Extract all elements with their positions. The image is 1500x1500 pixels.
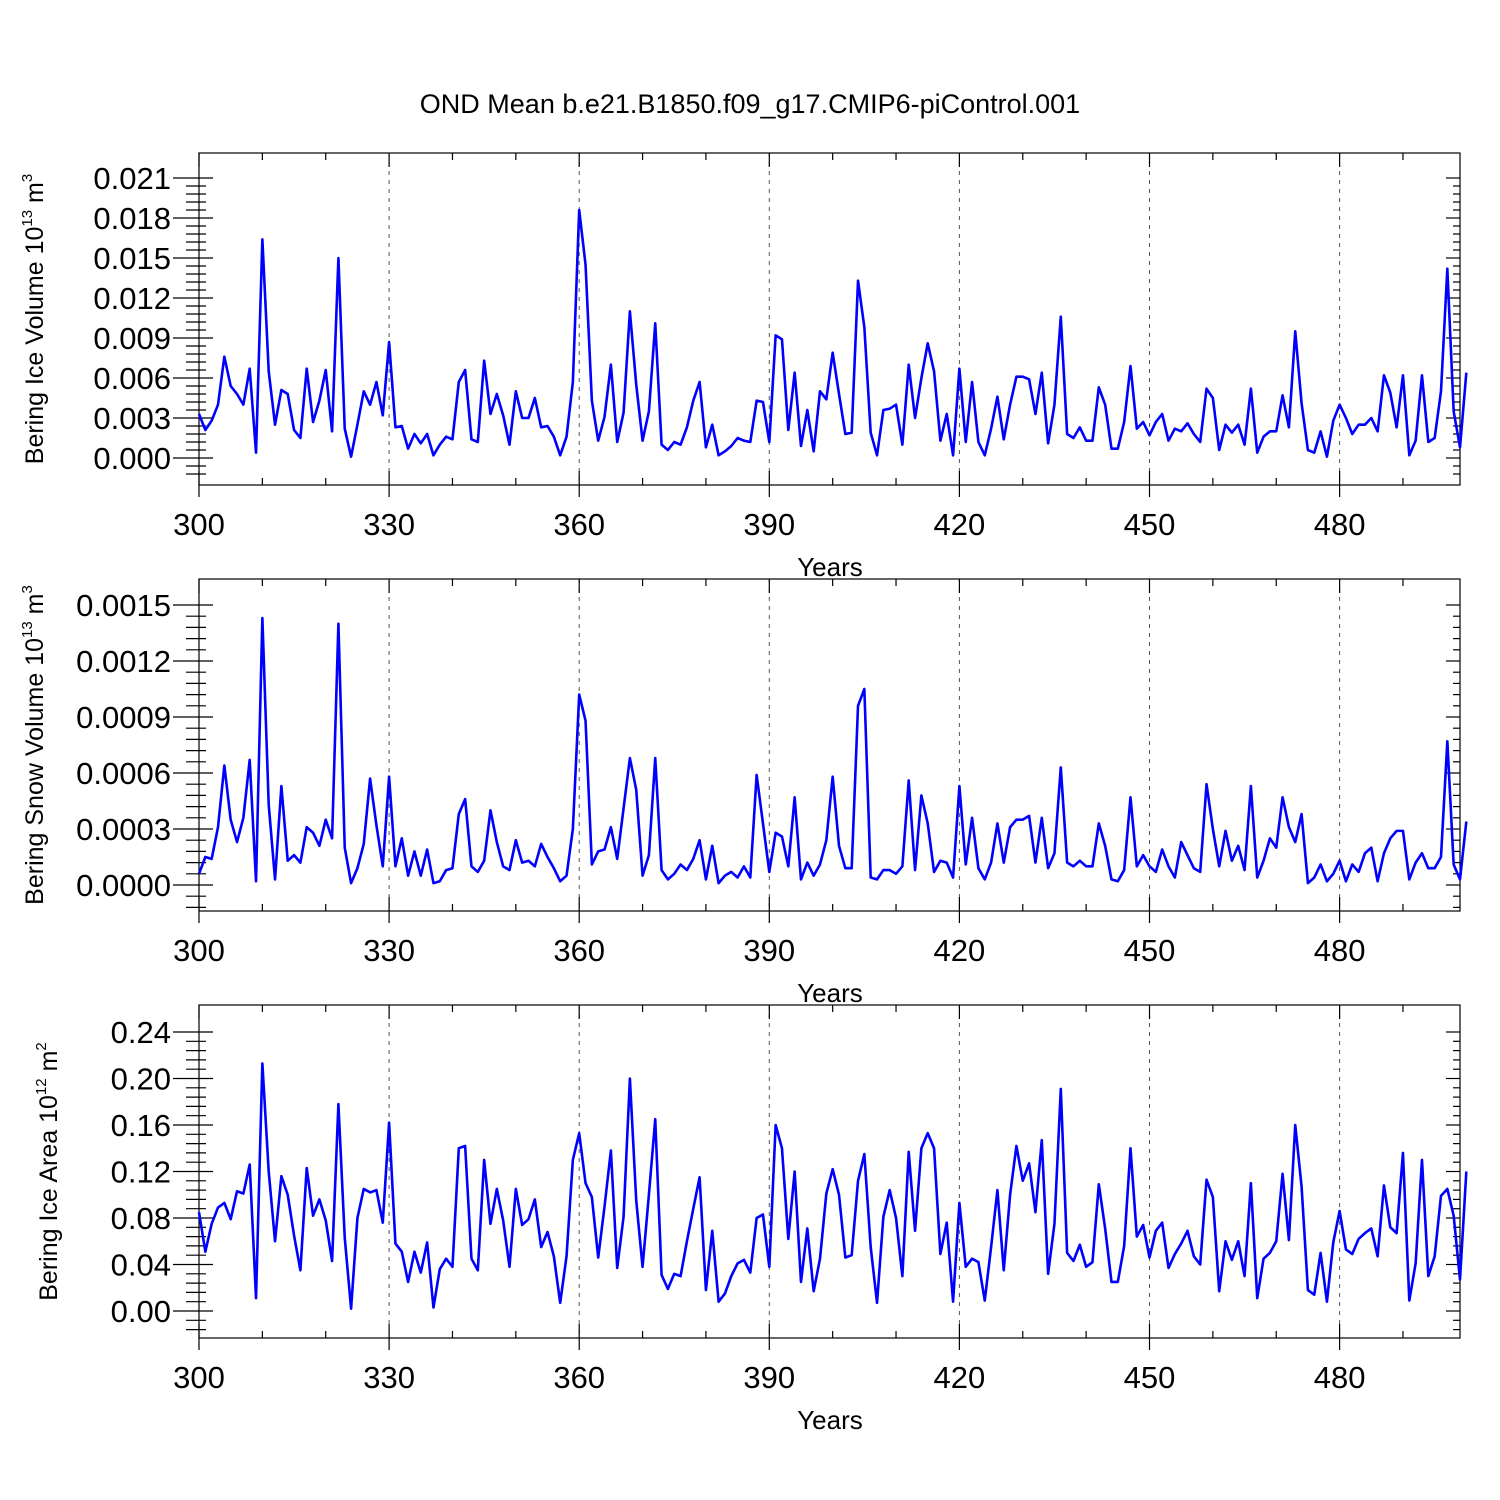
ice-volume-line (197, 208, 1468, 458)
x-tick-label: 390 (743, 507, 795, 542)
y-tick-labels: 0.0000 0.0003 0.0006 0.0009 0.0012 0.0015 (76, 588, 171, 903)
y-tick-label: 0.006 (93, 361, 171, 396)
y-axis-title-main: Bering Ice Volume 10 (21, 227, 49, 465)
panel-ice-area: 300 330 360 390 420 450 480 0.000.040.080.120.… (33, 1004, 1468, 1435)
y-tick-label: 0.003 (93, 401, 171, 436)
x-tick-label: 330 (363, 1360, 415, 1395)
y-tick-label: 0.20 (111, 1062, 171, 1097)
y-tick-label: 0.24 (111, 1015, 171, 1050)
y-tick-label: 0.0000 (76, 868, 171, 903)
y-tick-label: 0.009 (93, 321, 171, 356)
x-tick-label: 330 (363, 933, 415, 968)
y-axis-title: Bering Snow Volume 1013 m3 (19, 585, 49, 905)
y-axis-title-unit: m (35, 1051, 63, 1079)
y-tick-label: 0.16 (111, 1108, 171, 1143)
x-tick-label: 300 (173, 507, 225, 542)
y-axis-title-exp: 12 (33, 1078, 50, 1095)
x-tick-label: 300 (173, 1360, 225, 1395)
y-axis-title-main: Bering Snow Volume 10 (21, 638, 49, 905)
y-axis-title-unit: m (21, 182, 49, 210)
y-tick-label: 0.0006 (76, 756, 171, 791)
y-axis-title-main: Bering Ice Area 10 (35, 1095, 63, 1301)
y-tick-label: 0.0003 (76, 812, 171, 847)
x-tick-label: 480 (1314, 507, 1366, 542)
y-tick-label: 0.012 (93, 281, 171, 316)
snow-volume-line (197, 616, 1468, 885)
ice-area-line (197, 1062, 1468, 1310)
x-gridlines (388, 153, 1341, 485)
plot-frame (198, 578, 1461, 912)
x-gridlines (388, 579, 1341, 911)
y-axis-title-unit-exp: 3 (19, 174, 36, 182)
x-tick-label: 480 (1314, 1360, 1366, 1395)
x-tick-label: 300 (173, 933, 225, 968)
x-tick-label: 420 (934, 1360, 986, 1395)
axis-ticks (173, 1005, 1460, 1350)
y-tick-label: 0.018 (93, 201, 171, 236)
x-tick-label: 360 (553, 933, 605, 968)
x-tick-label: 450 (1124, 933, 1176, 968)
y-tick-label: 0.12 (111, 1155, 171, 1190)
x-tick-label: 450 (1124, 1360, 1176, 1395)
y-tick-label: 0.015 (93, 241, 171, 276)
y-tick-labels: 0.000 0.003 0.006 0.009 0.012 0.015 0.018 0.021 (93, 161, 171, 476)
x-axis-title: Years (797, 978, 863, 1008)
y-axis-title-exp: 13 (19, 210, 36, 227)
y-tick-label: 0.04 (111, 1248, 171, 1283)
x-tick-label: 480 (1314, 933, 1366, 968)
y-axis-title-unit-exp: 3 (19, 585, 36, 593)
y-tick-label: 0.000 (93, 441, 171, 476)
x-tick-label: 420 (934, 507, 986, 542)
x-gridlines (388, 1005, 1341, 1338)
figure-title: OND Mean b.e21.B1850.f09_g17.CMIP6-piCon… (420, 89, 1080, 119)
x-tick-labels: 300 330 360 390 420 450 480 (173, 507, 1365, 542)
axis-ticks (173, 153, 1460, 497)
x-tick-label: 360 (553, 1360, 605, 1395)
x-tick-label: 450 (1124, 507, 1176, 542)
y-axis-title: Bering Ice Area 1012 m2 (33, 1042, 63, 1301)
y-tick-label: 0.021 (93, 161, 171, 196)
x-axis-title: Years (797, 1405, 863, 1435)
x-tick-label: 420 (934, 933, 986, 968)
x-tick-label: 390 (743, 1360, 795, 1395)
panel-snow-volume: 300 330 360 390 420 450 480 0.0000 0.0003 0.0006… (19, 578, 1468, 1008)
y-tick-labels: 0.00 0.04 0.08 0.12 0.16 0.20 0.24 (111, 1015, 171, 1329)
y-tick-label: 0.08 (111, 1201, 171, 1236)
x-tick-labels: 300 330 360 390 420 450 480 (173, 933, 1365, 968)
y-tick-label: 0.0015 (76, 588, 171, 623)
x-tick-label: 390 (743, 933, 795, 968)
plot-frame (198, 1004, 1461, 1339)
x-axis-title: Years (797, 552, 863, 582)
y-axis-title-unit-exp: 2 (33, 1042, 50, 1050)
panel-ice-volume: 300 330 360 390 420 450 480 0.0000.0030.0060.0… (19, 152, 1468, 582)
axis-ticks (173, 579, 1460, 923)
y-tick-label: 0.00 (111, 1294, 171, 1329)
y-tick-label: 0.0012 (76, 644, 171, 679)
y-axis-title: Bering Ice Volume 1013 m3 (19, 174, 49, 464)
plot-frame (198, 152, 1461, 486)
x-tick-label: 360 (553, 507, 605, 542)
y-axis-title-unit: m (21, 594, 49, 622)
y-axis-title-exp: 13 (19, 621, 36, 638)
y-tick-label: 0.0009 (76, 700, 171, 735)
x-tick-labels: 300 330 360 390 420 450 480 (173, 1360, 1365, 1395)
x-tick-label: 330 (363, 507, 415, 542)
